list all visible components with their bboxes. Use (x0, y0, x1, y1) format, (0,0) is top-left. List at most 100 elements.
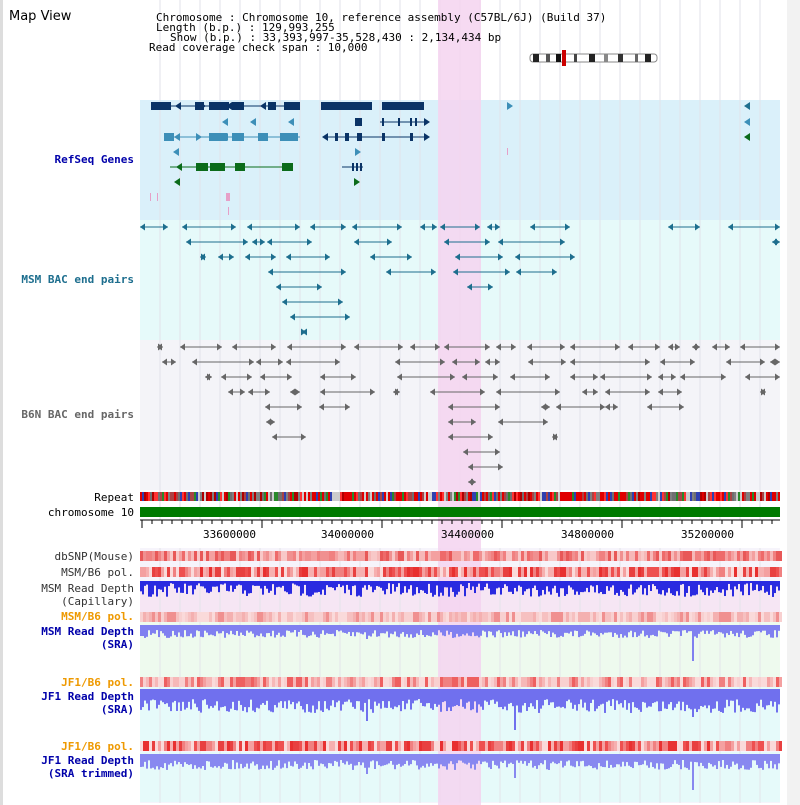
heat-cell (602, 551, 605, 561)
heat-cell (185, 741, 188, 751)
depth-bar (400, 581, 402, 595)
msm-bac-label[interactable]: MSM BAC end pairs (21, 273, 134, 286)
bac-end (615, 343, 620, 351)
ideogram-band (546, 54, 550, 62)
heat-cell (542, 567, 545, 577)
repeat-block (692, 492, 694, 501)
bac-end (448, 403, 453, 411)
depth-bar (290, 754, 292, 766)
depth-bar (636, 689, 638, 708)
depth-bar (152, 754, 154, 768)
repeat-block (576, 492, 578, 501)
heat-cell (281, 677, 284, 687)
heat-cell (635, 551, 638, 561)
depth-bar (574, 754, 576, 768)
depth-bar (484, 689, 486, 701)
heat-cell (644, 567, 647, 577)
repeat-block (514, 492, 516, 501)
depth-bar (278, 625, 280, 633)
depth-bar (482, 754, 484, 762)
heat-cell (734, 741, 737, 751)
depth-bar (778, 754, 780, 764)
depth-bar (414, 625, 416, 638)
depth-bar (258, 581, 260, 586)
bac-end (338, 298, 343, 306)
heat-cell (341, 612, 344, 622)
heat-cell (566, 677, 569, 687)
depth-bar (362, 689, 364, 712)
depth-bar (212, 581, 214, 587)
bac-end (485, 358, 490, 366)
depth-bar (700, 581, 702, 590)
repeat-block (408, 492, 410, 501)
heat-cell (506, 551, 509, 561)
depth-bar (680, 625, 682, 636)
depth-bar (546, 689, 548, 700)
depth-bar (702, 689, 704, 707)
b6n-bac-label[interactable]: B6N BAC end pairs (21, 408, 134, 421)
depth-bar (160, 581, 162, 590)
depth-bar (178, 581, 180, 588)
depth-bar (486, 581, 488, 584)
gene-strand-arrow (222, 118, 228, 126)
heat-cell (434, 677, 437, 687)
depth-bar (508, 581, 510, 592)
repeat-block (436, 492, 438, 501)
heat-cell (236, 741, 239, 751)
depth-bar (660, 754, 662, 764)
depth-bar (234, 754, 236, 770)
depth-bar (612, 581, 614, 586)
heat-cell (659, 567, 662, 577)
heat-cell (161, 567, 164, 577)
depth-bar (366, 689, 368, 721)
depth-bar (280, 689, 282, 702)
depth-bar (150, 754, 152, 769)
refseq-genes-label[interactable]: RefSeq Genes (54, 153, 134, 166)
depth-bar (408, 581, 410, 590)
heat-cell (158, 741, 161, 751)
heat-cell (593, 567, 596, 577)
gene-exon (410, 118, 412, 126)
depth-bar (194, 581, 196, 590)
depth-bar (674, 581, 676, 596)
bac-end (468, 463, 473, 471)
depth-bar (236, 581, 238, 586)
repeat-block (390, 492, 392, 501)
heat-cell (671, 677, 674, 687)
depth-bar (664, 581, 666, 596)
heat-cell (542, 677, 545, 687)
depth-bar (412, 754, 414, 761)
depth-bar (738, 625, 740, 638)
ideogram-band (533, 54, 539, 62)
heat-cell (455, 551, 458, 561)
bac-end (600, 403, 605, 411)
gene-exon (268, 102, 276, 110)
depth-bar (556, 754, 558, 765)
depth-bar (504, 689, 506, 707)
heat-cell (515, 677, 518, 687)
heat-cell (323, 612, 326, 622)
heat-cell (230, 741, 233, 751)
depth-bar (356, 754, 358, 766)
heat-cell (200, 741, 203, 751)
heat-cell (383, 567, 386, 577)
depth-bar (336, 689, 338, 703)
heat-cell (290, 612, 293, 622)
depth-bar (360, 625, 362, 634)
depth-bar (690, 689, 692, 710)
heat-cell (230, 567, 233, 577)
depth-bar (504, 754, 506, 761)
heat-cell (305, 612, 308, 622)
repeat-block (388, 492, 390, 501)
heat-cell (518, 551, 521, 561)
show-range-info: Show (b.p.) : 33,393,997-35,528,430 : 2,… (170, 31, 502, 44)
bac-end (370, 253, 375, 261)
bac-end (228, 388, 233, 396)
bac-end (245, 253, 250, 261)
bac-end (475, 223, 480, 231)
depth-bar (548, 581, 550, 592)
heat-cell (590, 567, 593, 577)
repeat-block (492, 492, 494, 501)
depth-bar (390, 581, 392, 594)
